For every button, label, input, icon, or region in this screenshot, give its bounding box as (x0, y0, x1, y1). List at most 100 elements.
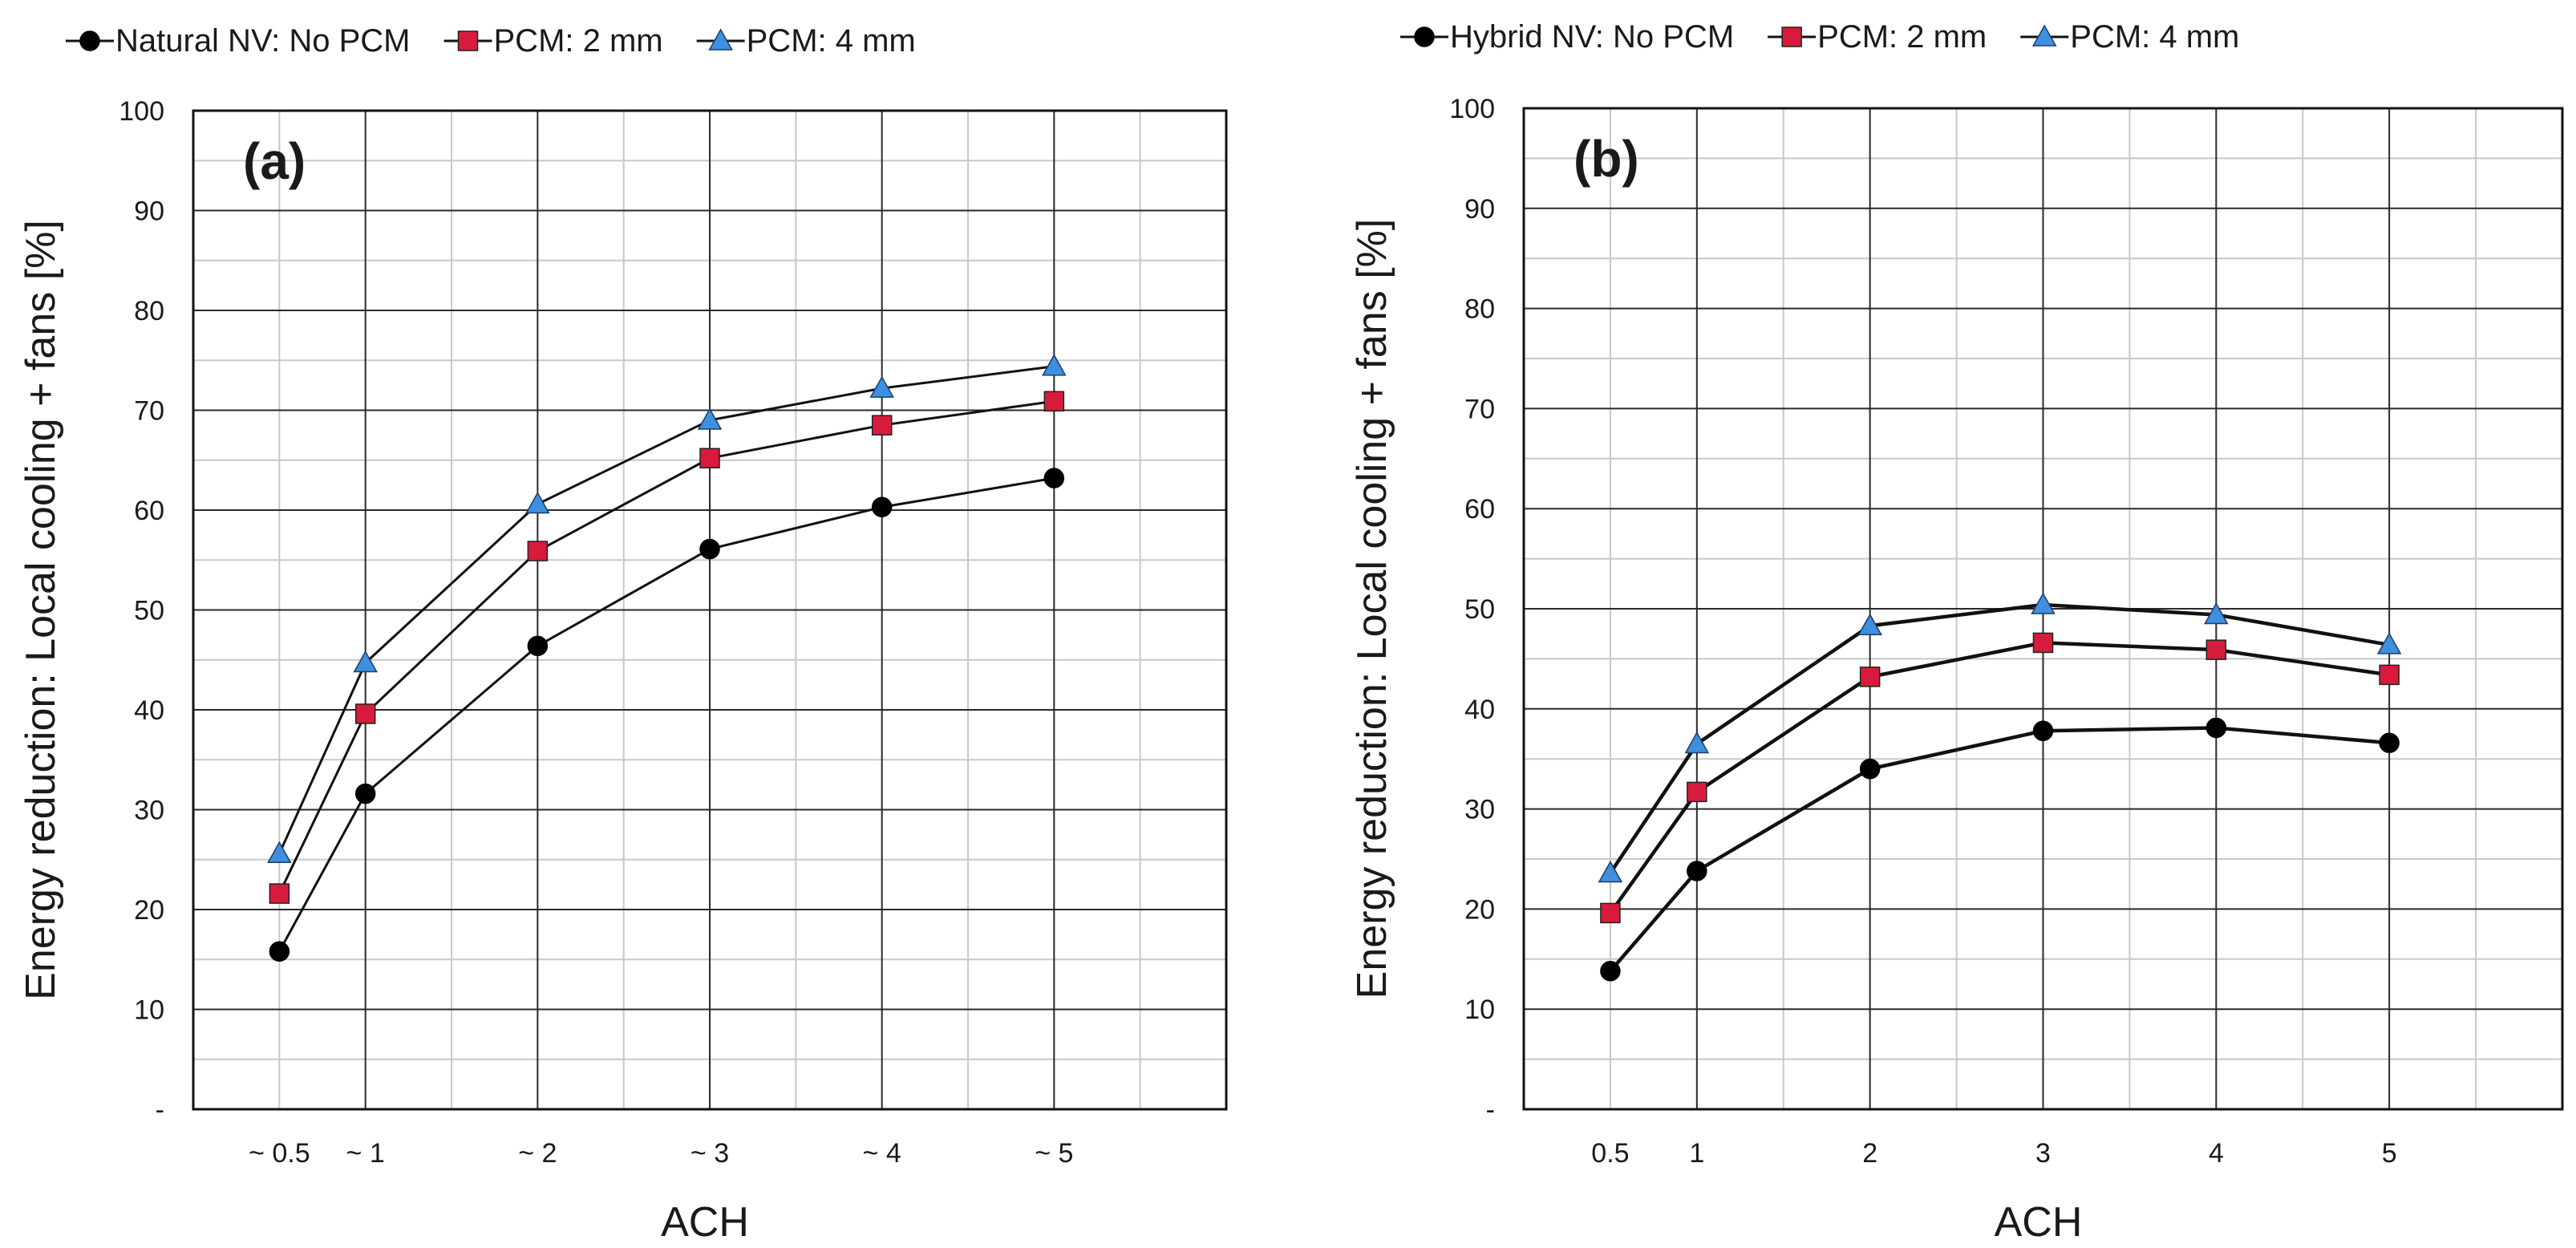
y-tick-label: 70 (1464, 394, 1495, 424)
legend-item: Natural NV: No PCM (66, 23, 411, 59)
data-point-square (1043, 391, 1065, 412)
series-markers-2 (1598, 592, 2402, 883)
data-point-triangle (353, 650, 378, 673)
data-point-triangle (525, 491, 550, 514)
data-point-triangle (2031, 592, 2056, 614)
legend-label: PCM: 4 mm (2070, 19, 2239, 55)
data-point-triangle (697, 407, 723, 430)
y-tick-label: 60 (134, 496, 164, 526)
data-point-circle (1600, 961, 1621, 982)
legend-label: Hybrid NV: No PCM (1450, 19, 1734, 55)
data-point-circle (527, 635, 549, 657)
data-point-triangle (1857, 613, 1882, 635)
x-tick-label: 2 (1862, 1138, 1877, 1169)
x-tick-label: ~ 1 (346, 1138, 385, 1169)
y-tick-label: 50 (134, 596, 164, 626)
data-point-square (2205, 639, 2227, 660)
y-tick-label: 50 (1464, 594, 1495, 625)
data-point-triangle (267, 841, 292, 864)
series-markers-1 (1600, 632, 2400, 924)
legend-marker-square (1781, 26, 1802, 47)
series-line-0 (1609, 726, 2390, 973)
data-point-square (1600, 902, 1621, 924)
y-tick-label: 90 (134, 197, 164, 227)
data-point-circle (871, 496, 893, 518)
x-tick-label: ~ 0.5 (249, 1138, 310, 1169)
legend-item: PCM: 4 mm (696, 23, 916, 59)
data-point-square (2379, 664, 2400, 686)
data-point-square (1687, 781, 1707, 803)
y-tick-label: 80 (134, 296, 164, 326)
data-point-square (269, 883, 290, 904)
legend-item: PCM: 2 mm (444, 23, 663, 59)
chart-panel-b: - 10 20 30 40 50 60 70 80 90 100 0.5 1 2 3 4 5 ACH Energy … (1349, 19, 2564, 1246)
legend-label: Natural NV: No PCM (115, 23, 411, 59)
data-point-circle (1859, 758, 1881, 780)
series-line-0 (278, 476, 1055, 953)
legend-item: Hybrid NV: No PCM (1400, 19, 1734, 55)
series-line-2 (1609, 602, 2390, 874)
x-tick-label: ~ 4 (863, 1138, 901, 1169)
y-axis-label: Energy reduction: Local cooling + fans [… (18, 220, 64, 1000)
data-point-square (871, 415, 893, 436)
data-point-triangle (869, 375, 894, 398)
legend-marker-triangle (708, 28, 733, 51)
x-tick-label: 4 (2209, 1138, 2224, 1169)
series-line-1 (277, 399, 1055, 894)
series-line-2 (277, 365, 1055, 854)
y-tick-label: 10 (1464, 995, 1495, 1025)
y-tick-label: 100 (1449, 94, 1495, 124)
data-point-triangle (1042, 354, 1067, 376)
y-tick-label: 10 (134, 995, 164, 1026)
data-point-triangle (2204, 602, 2229, 625)
legend-marker-square (457, 30, 479, 51)
y-tick-label: 40 (1464, 695, 1495, 725)
legend-label: PCM: 2 mm (1817, 19, 1987, 55)
x-axis-label: ACH (661, 1199, 749, 1244)
panel-label: (a) (243, 132, 306, 190)
legend-label: PCM: 4 mm (747, 23, 916, 59)
x-tick-label: ~ 5 (1035, 1138, 1073, 1169)
data-point-square (699, 448, 720, 469)
data-point-square (2032, 632, 2054, 654)
y-tick-label: 30 (134, 796, 164, 826)
data-point-circle (269, 941, 290, 962)
y-tick-label: 40 (134, 695, 164, 726)
legend-item: PCM: 2 mm (1768, 19, 1987, 55)
data-point-square (1859, 667, 1881, 687)
y-tick-label: 100 (119, 96, 164, 127)
x-tick-label: 0.5 (1591, 1138, 1629, 1169)
x-tick-label: ~ 3 (691, 1138, 729, 1169)
data-point-circle (2379, 732, 2400, 753)
data-point-circle (1043, 468, 1065, 488)
y-tick-label: - (156, 1095, 164, 1125)
data-point-square (354, 703, 376, 724)
x-tick-label: 1 (1689, 1138, 1704, 1169)
legend-label: PCM: 2 mm (494, 23, 663, 59)
data-point-circle (2032, 720, 2054, 742)
series-markers-0 (269, 468, 1065, 962)
x-tick-label: 3 (2035, 1138, 2051, 1169)
series-line-1 (1609, 641, 2390, 914)
data-point-circle (2205, 717, 2227, 739)
data-point-triangle (1598, 860, 1623, 883)
y-tick-label: 90 (1464, 194, 1495, 225)
y-tick-label: 60 (1464, 494, 1495, 525)
y-axis-label: Energy reduction: Local cooling + fans [… (1349, 219, 1395, 999)
plot-frame (1522, 107, 2564, 1111)
y-tick-label: 20 (1464, 894, 1495, 925)
legend-marker-circle (79, 30, 100, 51)
series-markers-1 (269, 391, 1065, 904)
data-point-square (527, 541, 549, 561)
y-tick-label: 30 (1464, 795, 1495, 825)
x-tick-label: 5 (2382, 1138, 2397, 1169)
data-point-triangle (1684, 731, 1710, 754)
plot-frame (192, 109, 1228, 1111)
data-point-circle (354, 783, 376, 804)
panel-label: (b) (1574, 130, 1639, 188)
legend: Natural NV: No PCM PCM: 2 mm PCM: 4 mm (66, 23, 916, 59)
series-markers-2 (267, 354, 1067, 864)
data-point-circle (699, 538, 720, 560)
